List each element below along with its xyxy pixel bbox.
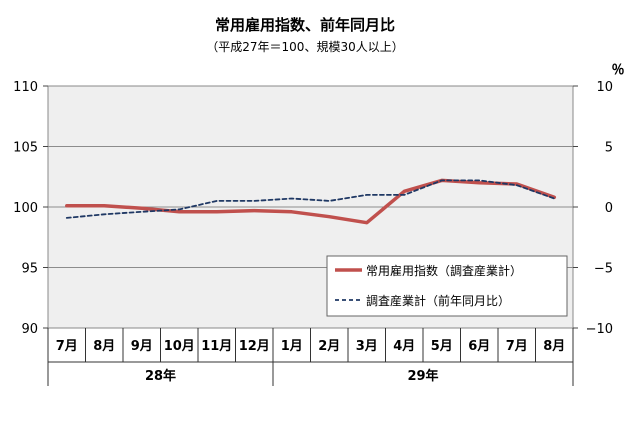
x-tick-label: 8月 — [543, 339, 565, 354]
right-tick-label: −5 — [594, 262, 613, 277]
x-tick-label: 12月 — [239, 339, 270, 354]
chart-title: 常用雇用指数、前年同月比 — [215, 16, 395, 34]
right-axis-ticks: −10 −5 0 5 10 — [573, 80, 613, 337]
right-tick-label: −10 — [586, 322, 613, 337]
legend-label-index: 常用雇用指数（調査産業計） — [366, 263, 522, 278]
x-tick-label: 1月 — [281, 339, 303, 354]
left-tick-label: 105 — [13, 141, 38, 156]
legend-box — [326, 255, 568, 317]
year-group-label: 28年 — [145, 368, 176, 384]
x-tick-label: 8月 — [93, 339, 115, 354]
legend: 常用雇用指数（調査産業計） 調査産業計（前年同月比） — [326, 255, 568, 317]
x-tick-label: 7月 — [56, 339, 78, 354]
right-tick-label: 0 — [605, 201, 613, 216]
x-tick-label: 6月 — [468, 339, 490, 354]
x-tick-label: 4月 — [393, 339, 415, 354]
x-tick-label: 9月 — [131, 339, 153, 354]
series-line-index — [65, 178, 557, 225]
right-tick-label: 5 — [605, 141, 613, 156]
left-axis-ticks: 90 95 100 105 110 — [13, 80, 48, 337]
left-tick-label: 95 — [21, 262, 38, 277]
right-tick-label: 10 — [596, 80, 613, 95]
left-tick-label: 90 — [21, 322, 38, 337]
x-tick-label: 11月 — [201, 339, 232, 354]
series-lines — [65, 178, 557, 225]
x-axis: 7月 8月 9月 10月 11月 12月 1月 2月 3月 4月 5月 6月 7月 8月 28年 29年 — [47, 328, 574, 386]
x-tick-label: 10月 — [164, 339, 195, 354]
series-line-yoy — [65, 179, 556, 219]
chart-subtitle: （平成27年＝100、規模30人以上） — [206, 39, 403, 54]
x-tick-label: 5月 — [431, 339, 453, 354]
x-tick-label: 2月 — [318, 339, 340, 354]
right-axis-unit: ％ — [611, 63, 624, 78]
year-group-label: 29年 — [407, 368, 438, 384]
x-tick-label: 7月 — [506, 339, 528, 354]
left-tick-label: 100 — [13, 201, 38, 216]
legend-label-yoy: 調査産業計（前年同月比） — [366, 293, 510, 308]
x-tick-label: 3月 — [356, 339, 378, 354]
left-tick-label: 110 — [13, 80, 38, 95]
